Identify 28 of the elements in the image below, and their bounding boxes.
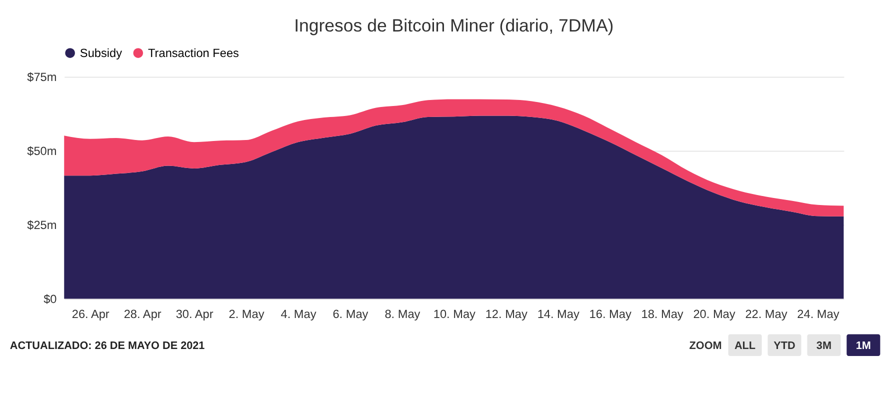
y-tick-label: $25m (27, 218, 57, 232)
x-tick-label: 30. Apr (176, 306, 214, 321)
x-tick-label: 26. Apr (72, 306, 110, 321)
text: 1M (856, 340, 871, 352)
x-tick-label: 16. May (589, 306, 632, 321)
x-tick-label: 24. May (797, 306, 840, 321)
legend-label: Transaction Fees (148, 46, 240, 60)
text: ALL (734, 340, 756, 352)
x-tick-label: 22. May (745, 306, 788, 321)
x-tick-label: 4. May (280, 306, 316, 321)
x-tick-label: 14. May (537, 306, 580, 321)
x-tick-label: 18. May (641, 306, 684, 321)
x-tick-label: 8. May (384, 306, 420, 321)
x-tick-label: 6. May (332, 306, 368, 321)
text: ZOOM (689, 340, 722, 352)
x-tick-label: 12. May (485, 306, 528, 321)
x-tick-label: 10. May (433, 306, 476, 321)
y-tick-label: $50m (27, 144, 57, 158)
x-tick-label: 28. Apr (124, 306, 162, 321)
x-tick-label: 20. May (693, 306, 736, 321)
chart-title: Ingresos de Bitcoin Miner (diario, 7DMA) (294, 15, 614, 36)
text: YTD (774, 340, 796, 352)
x-tick-label: 2. May (228, 306, 264, 321)
y-tick-label: $0 (44, 292, 58, 306)
legend-label: Subsidy (80, 46, 122, 60)
text: 3M (816, 340, 832, 352)
text: ACTUALIZADO: 26 DE MAYO DE 2021 (10, 340, 205, 352)
y-tick-label: $75m (27, 70, 57, 84)
